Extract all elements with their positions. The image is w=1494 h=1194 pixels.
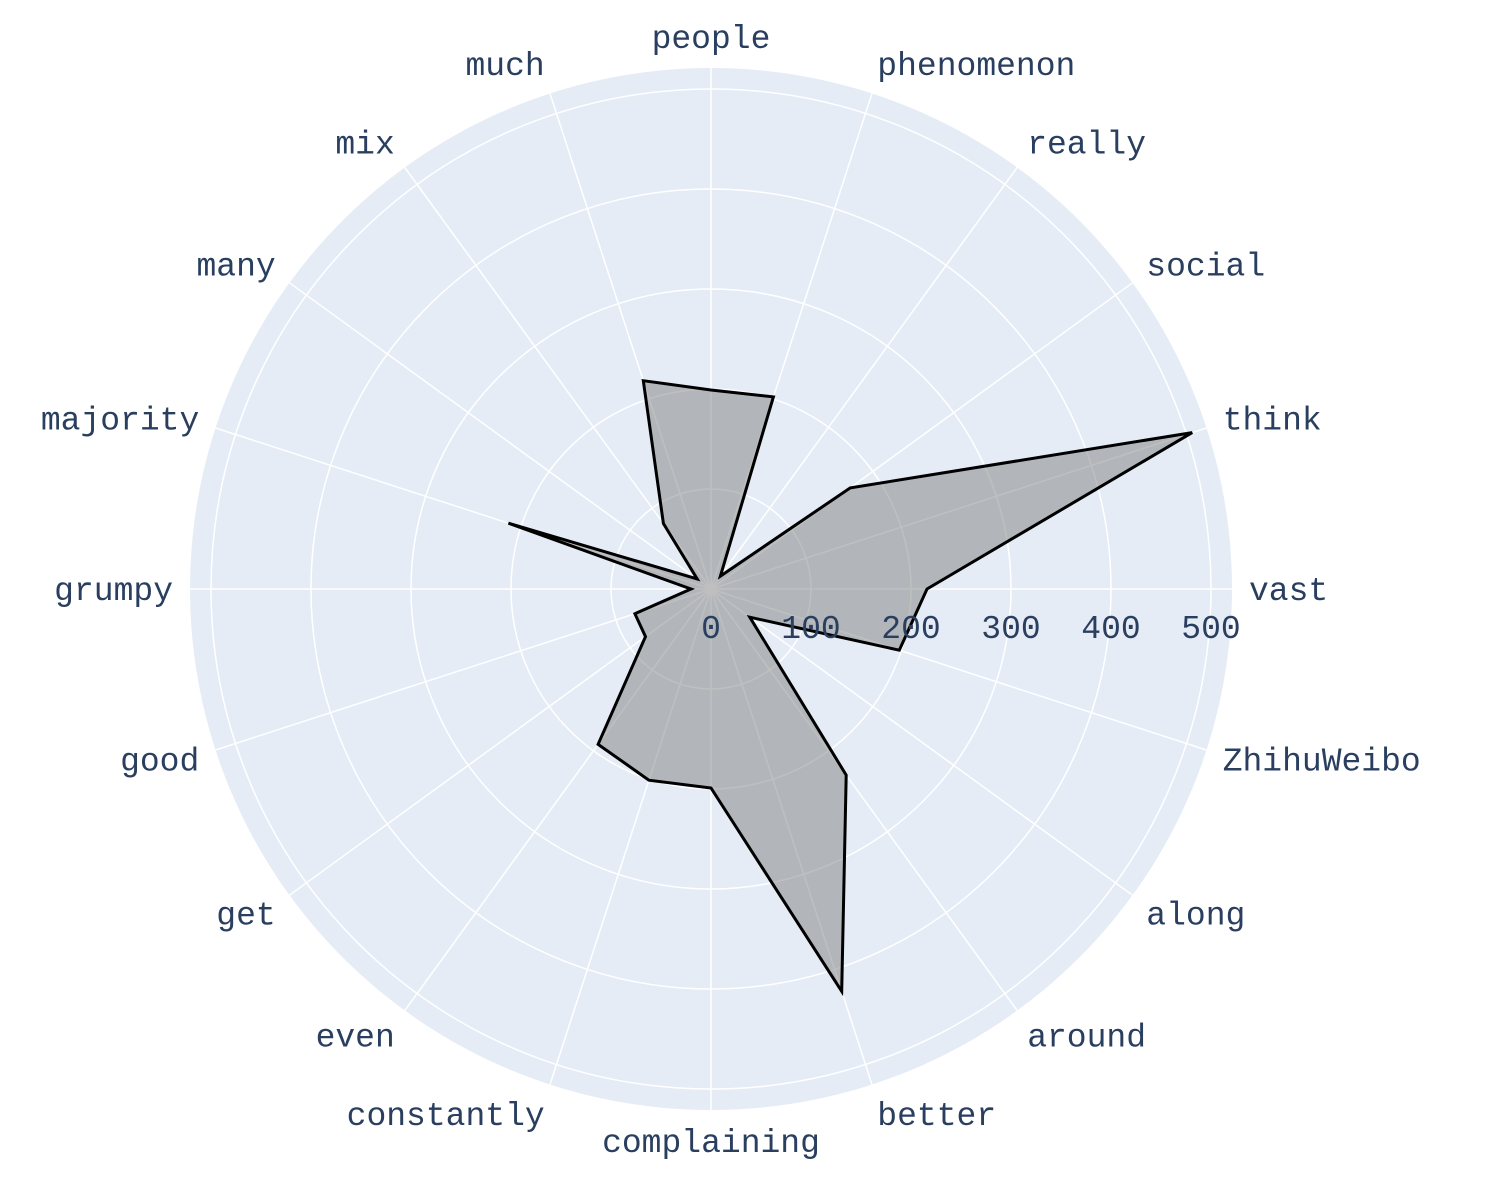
angular-tick-label: much [465,48,544,85]
angular-tick-label: mix [335,126,394,163]
angular-tick-label: even [316,1020,395,1057]
angular-tick-label: people [652,21,771,58]
angular-tick-label: think [1223,402,1322,439]
angular-tick-label: vast [1249,573,1328,610]
angular-tick-label: ZhihuWeibo [1223,744,1421,781]
angular-tick-label: good [120,744,199,781]
angular-tick-label: along [1146,898,1245,935]
angular-tick-label: many [196,249,275,286]
angular-tick-label: majority [41,402,199,439]
radial-tick-label: 200 [881,611,940,648]
radial-tick-label: 300 [981,611,1040,648]
angular-tick-label: better [877,1098,996,1135]
angular-tick-label: constantly [347,1098,545,1135]
radial-tick-label: 100 [781,611,840,648]
angular-tick-label: really [1027,126,1146,163]
angular-tick-label: complaining [602,1125,820,1162]
angular-tick-label: get [216,898,275,935]
radial-tick-label: 500 [1181,611,1240,648]
angular-tick-label: grumpy [54,573,173,610]
angular-tick-label: social [1146,249,1265,286]
angular-tick-label: around [1027,1020,1146,1057]
angular-tick-label: phenomenon [877,48,1075,85]
radial-tick-label: 0 [701,611,721,648]
radial-tick-label: 400 [1081,611,1140,648]
